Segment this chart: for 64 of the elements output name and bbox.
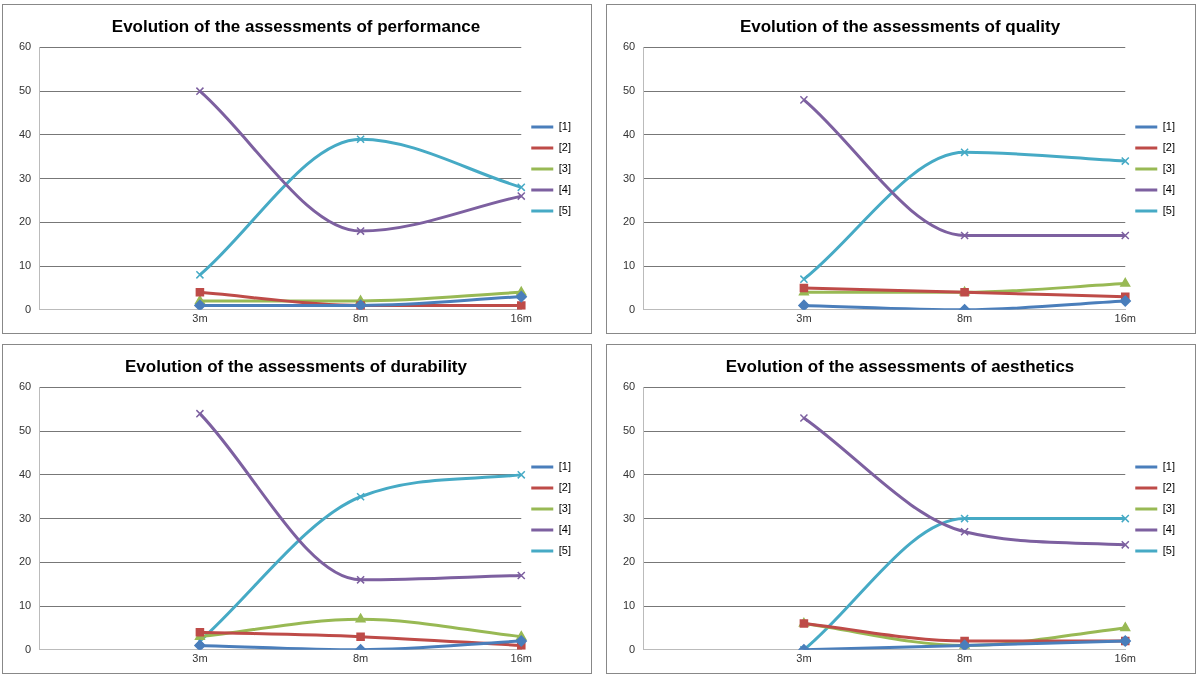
chart-title: Evolution of the assessments of performance <box>111 16 481 36</box>
y-tick-label: 40 <box>18 127 32 140</box>
legend-label: [3] <box>1162 502 1175 515</box>
x-tick-label: 8m <box>956 652 973 665</box>
y-tick-label: 60 <box>622 40 636 53</box>
y-tick-label: 20 <box>622 555 636 568</box>
chart-title: Evolution of the assessments of durability <box>125 356 468 376</box>
y-tick-label: 40 <box>622 467 636 480</box>
legend-label: [3] <box>558 502 571 515</box>
y-tick-label: 30 <box>18 171 32 184</box>
x-tick-label: 16m <box>1114 652 1136 665</box>
x-tick-label: 8m <box>352 652 369 665</box>
x-tick-label: 16m <box>510 312 532 325</box>
x-tick-label: 3m <box>796 652 812 665</box>
legend-label: [4] <box>558 523 571 536</box>
y-tick-label: 60 <box>18 380 32 393</box>
chart-title: Evolution of the assessments of quality <box>739 16 1061 36</box>
x-tick-label: 16m <box>510 652 532 665</box>
y-tick-label: 30 <box>622 171 636 184</box>
legend-label: [3] <box>558 162 571 175</box>
chart-title: Evolution of the assessments of aesthetics <box>725 356 1075 376</box>
x-tick-label: 3m <box>192 312 208 325</box>
legend-label: [1] <box>558 120 571 133</box>
legend-label: [1] <box>1162 120 1175 133</box>
y-tick-label: 50 <box>622 424 636 437</box>
y-tick-label: 50 <box>18 424 32 437</box>
legend-label: [4] <box>558 183 571 196</box>
y-tick-label: 20 <box>622 215 636 228</box>
x-tick-label: 16m <box>1114 312 1136 325</box>
y-tick-label: 20 <box>18 555 32 568</box>
legend-label: [5] <box>1162 204 1175 217</box>
x-tick-label: 3m <box>796 312 812 325</box>
y-tick-label: 40 <box>622 127 636 140</box>
x-tick-label: 8m <box>956 312 973 325</box>
y-tick-label: 0 <box>629 642 636 655</box>
legend-label: [5] <box>558 204 571 217</box>
x-tick-label: 8m <box>352 312 369 325</box>
y-tick-label: 0 <box>629 302 636 315</box>
y-tick-label: 20 <box>18 215 32 228</box>
legend-label: [4] <box>1162 523 1175 536</box>
y-tick-label: 10 <box>18 599 32 612</box>
legend-label: [1] <box>558 460 571 473</box>
y-tick-label: 10 <box>622 259 636 272</box>
x-tick-label: 3m <box>192 652 208 665</box>
y-tick-label: 0 <box>25 642 32 655</box>
y-tick-label: 10 <box>622 599 636 612</box>
y-tick-label: 30 <box>622 511 636 524</box>
y-tick-label: 60 <box>18 40 32 53</box>
legend-label: [2] <box>1162 141 1175 154</box>
legend-label: [2] <box>1162 481 1175 494</box>
y-tick-label: 30 <box>18 511 32 524</box>
legend-label: [5] <box>558 544 571 557</box>
legend-label: [5] <box>1162 544 1175 557</box>
legend-label: [1] <box>1162 460 1175 473</box>
legend-label: [3] <box>1162 162 1175 175</box>
y-tick-label: 50 <box>18 84 32 97</box>
y-tick-label: 60 <box>622 380 636 393</box>
y-tick-label: 40 <box>18 467 32 480</box>
y-tick-label: 0 <box>25 302 32 315</box>
y-tick-label: 10 <box>18 259 32 272</box>
y-tick-label: 50 <box>622 84 636 97</box>
legend-label: [2] <box>558 141 571 154</box>
legend-label: [4] <box>1162 183 1175 196</box>
legend-label: [2] <box>558 481 571 494</box>
